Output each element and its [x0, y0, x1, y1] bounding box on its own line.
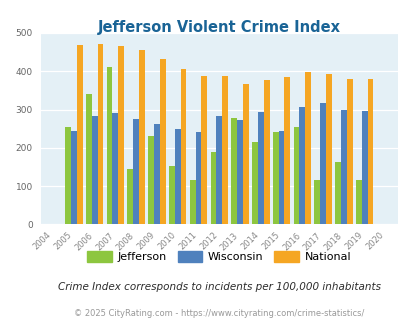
Bar: [175, 129, 180, 224]
Bar: [272, 132, 278, 224]
Bar: [355, 181, 361, 224]
Bar: [160, 59, 165, 224]
Bar: [298, 107, 305, 224]
Bar: [334, 162, 340, 224]
Bar: [346, 79, 352, 224]
Bar: [284, 78, 290, 224]
Bar: [118, 46, 124, 224]
Bar: [340, 110, 346, 224]
Bar: [107, 67, 112, 224]
Bar: [148, 136, 153, 224]
Bar: [71, 131, 77, 224]
Text: Jefferson Violent Crime Index: Jefferson Violent Crime Index: [98, 20, 340, 35]
Bar: [222, 76, 227, 224]
Bar: [231, 118, 237, 224]
Bar: [112, 113, 118, 224]
Bar: [97, 44, 103, 224]
Bar: [257, 112, 263, 224]
Text: Crime Index corresponds to incidents per 100,000 inhabitants: Crime Index corresponds to incidents per…: [58, 282, 380, 292]
Bar: [313, 181, 320, 224]
Bar: [77, 45, 82, 224]
Bar: [237, 120, 242, 224]
Bar: [65, 127, 71, 224]
Bar: [201, 76, 207, 224]
Bar: [153, 124, 160, 224]
Bar: [127, 169, 133, 224]
Bar: [278, 131, 284, 224]
Bar: [180, 69, 186, 224]
Bar: [92, 116, 97, 224]
Bar: [139, 50, 145, 224]
Text: © 2025 CityRating.com - https://www.cityrating.com/crime-statistics/: © 2025 CityRating.com - https://www.city…: [74, 309, 364, 318]
Bar: [210, 152, 216, 224]
Bar: [361, 112, 367, 224]
Bar: [325, 74, 331, 224]
Bar: [242, 84, 248, 224]
Bar: [86, 94, 92, 224]
Bar: [263, 81, 269, 224]
Legend: Jefferson, Wisconsin, National: Jefferson, Wisconsin, National: [83, 247, 355, 266]
Bar: [189, 181, 195, 224]
Bar: [320, 103, 325, 224]
Bar: [252, 142, 257, 224]
Bar: [168, 166, 175, 224]
Bar: [133, 119, 139, 224]
Bar: [367, 79, 373, 224]
Bar: [195, 132, 201, 224]
Bar: [305, 72, 310, 224]
Bar: [216, 116, 222, 224]
Bar: [293, 127, 298, 224]
